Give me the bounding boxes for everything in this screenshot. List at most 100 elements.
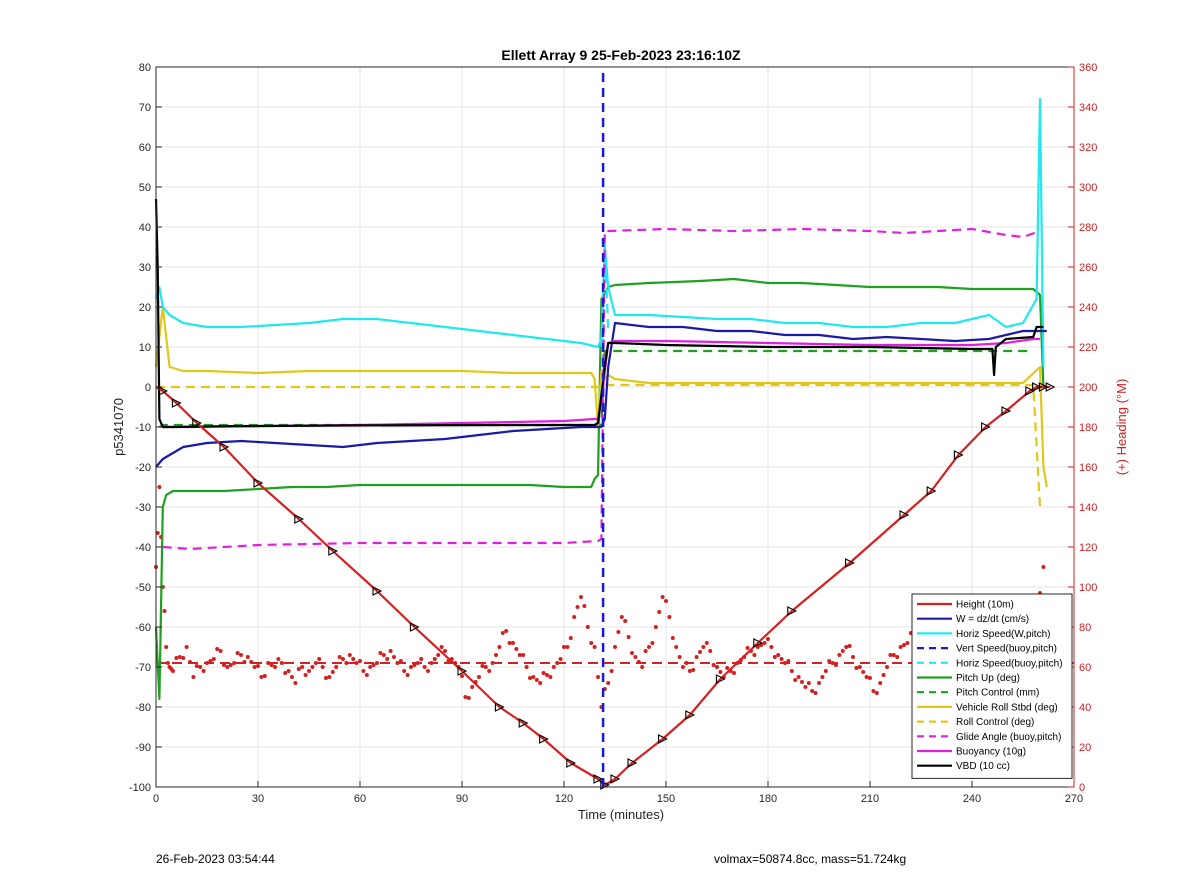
heading-point bbox=[171, 669, 175, 673]
heading-point bbox=[545, 673, 549, 677]
height-marker bbox=[494, 702, 505, 712]
heading-point bbox=[198, 665, 203, 669]
x-tick-label: 120 bbox=[555, 793, 573, 805]
y-left-tick-label: 80 bbox=[139, 62, 151, 74]
heading-point bbox=[585, 625, 590, 629]
heading-point bbox=[796, 675, 801, 679]
heading-point bbox=[514, 647, 519, 651]
heading-point bbox=[766, 637, 770, 641]
heading-point bbox=[351, 657, 356, 661]
y-right-tick-label: 260 bbox=[1079, 262, 1097, 274]
heading-point bbox=[341, 657, 345, 661]
heading-point bbox=[422, 665, 427, 669]
heading-point bbox=[572, 615, 577, 619]
heading-point bbox=[307, 669, 311, 673]
heading-point bbox=[803, 685, 808, 689]
heading-point bbox=[840, 649, 845, 653]
heading-point bbox=[905, 641, 910, 645]
heading-point bbox=[443, 649, 447, 653]
y-left-tick-label: -40 bbox=[135, 542, 151, 554]
heading-point bbox=[568, 636, 573, 640]
heading-point bbox=[225, 665, 230, 669]
height-marker bbox=[171, 398, 182, 408]
y-right-tick-label: 80 bbox=[1079, 622, 1091, 634]
height-marker bbox=[1038, 382, 1049, 392]
heading-point bbox=[704, 641, 709, 645]
height-marker bbox=[685, 710, 696, 720]
heading-point bbox=[181, 656, 186, 660]
height-marker bbox=[627, 758, 638, 768]
heading-point bbox=[541, 671, 546, 675]
heading-point bbox=[606, 681, 611, 685]
height-marker bbox=[845, 558, 855, 568]
y-right-tick-label: 180 bbox=[1079, 422, 1097, 434]
heading-point bbox=[891, 653, 896, 657]
heading-point bbox=[211, 657, 216, 661]
height-marker bbox=[566, 758, 577, 768]
y-left-tick-label: -10 bbox=[135, 422, 151, 434]
heading-point bbox=[698, 650, 702, 654]
x-tick-label: 0 bbox=[153, 793, 159, 805]
y-right-tick-label: 300 bbox=[1079, 182, 1097, 194]
heading-point bbox=[650, 641, 655, 645]
heading-point bbox=[483, 665, 488, 669]
heading-point bbox=[480, 664, 485, 668]
heading-point bbox=[674, 645, 679, 649]
heading-point bbox=[619, 615, 624, 619]
heading-point bbox=[874, 691, 879, 695]
heading-point bbox=[300, 665, 305, 669]
y-left-tick-label: -90 bbox=[135, 742, 151, 754]
legend-label: Buoyancy (10g) bbox=[956, 747, 1026, 758]
heading-point bbox=[854, 666, 859, 670]
heading-point bbox=[820, 675, 825, 679]
heading-point bbox=[613, 645, 617, 649]
heading-point bbox=[324, 676, 328, 680]
legend-label: Pitch Up (deg) bbox=[956, 673, 1020, 684]
y-left-tick-label: 0 bbox=[145, 382, 151, 394]
heading-point bbox=[239, 653, 243, 657]
heading-point bbox=[868, 676, 872, 680]
heading-point bbox=[256, 664, 260, 668]
heading-point bbox=[276, 657, 281, 661]
heading-point bbox=[582, 604, 587, 608]
heading-point bbox=[466, 696, 471, 700]
height-marker bbox=[1032, 382, 1042, 392]
heading-point bbox=[528, 676, 532, 680]
heading-point bbox=[626, 635, 631, 639]
series-line-height-10m bbox=[155, 385, 1051, 787]
heading-point bbox=[653, 625, 658, 629]
y-left-tick-label: -60 bbox=[135, 622, 151, 634]
heading-point bbox=[888, 653, 893, 657]
y-left-tick-label: 50 bbox=[139, 182, 151, 194]
y-left-tick-label: 70 bbox=[139, 102, 151, 114]
heading-point bbox=[657, 610, 662, 614]
y-right-tick-label: 20 bbox=[1079, 742, 1091, 754]
heading-point bbox=[286, 669, 291, 673]
y-right-tick-label: 140 bbox=[1079, 502, 1097, 514]
series-line-vbd-10-cc bbox=[154, 198, 1044, 429]
heading-point bbox=[670, 636, 675, 640]
heading-point bbox=[524, 665, 529, 669]
heading-point bbox=[184, 645, 189, 649]
heading-point bbox=[762, 641, 767, 645]
series-line-horiz-speed-buoy-pitch bbox=[600, 241, 610, 348]
heading-point bbox=[548, 675, 553, 679]
y-right-tick-label: 320 bbox=[1079, 142, 1097, 154]
height-marker bbox=[787, 606, 798, 616]
series-line-glide-angle-buoy-pitch bbox=[162, 227, 1041, 551]
height-marker bbox=[610, 774, 621, 784]
heading-point bbox=[500, 631, 505, 635]
heading-point bbox=[575, 605, 580, 609]
heading-point bbox=[609, 669, 614, 673]
heading-point bbox=[837, 653, 842, 657]
heading-point bbox=[165, 661, 170, 665]
heading-point bbox=[715, 665, 719, 669]
heading-point bbox=[800, 680, 804, 684]
heading-point bbox=[752, 653, 757, 657]
x-tick-label: 150 bbox=[657, 793, 675, 805]
heading-point bbox=[388, 649, 393, 653]
heading-point bbox=[517, 653, 522, 657]
heading-point bbox=[439, 645, 444, 649]
y-right-tick-label: 220 bbox=[1079, 342, 1097, 354]
